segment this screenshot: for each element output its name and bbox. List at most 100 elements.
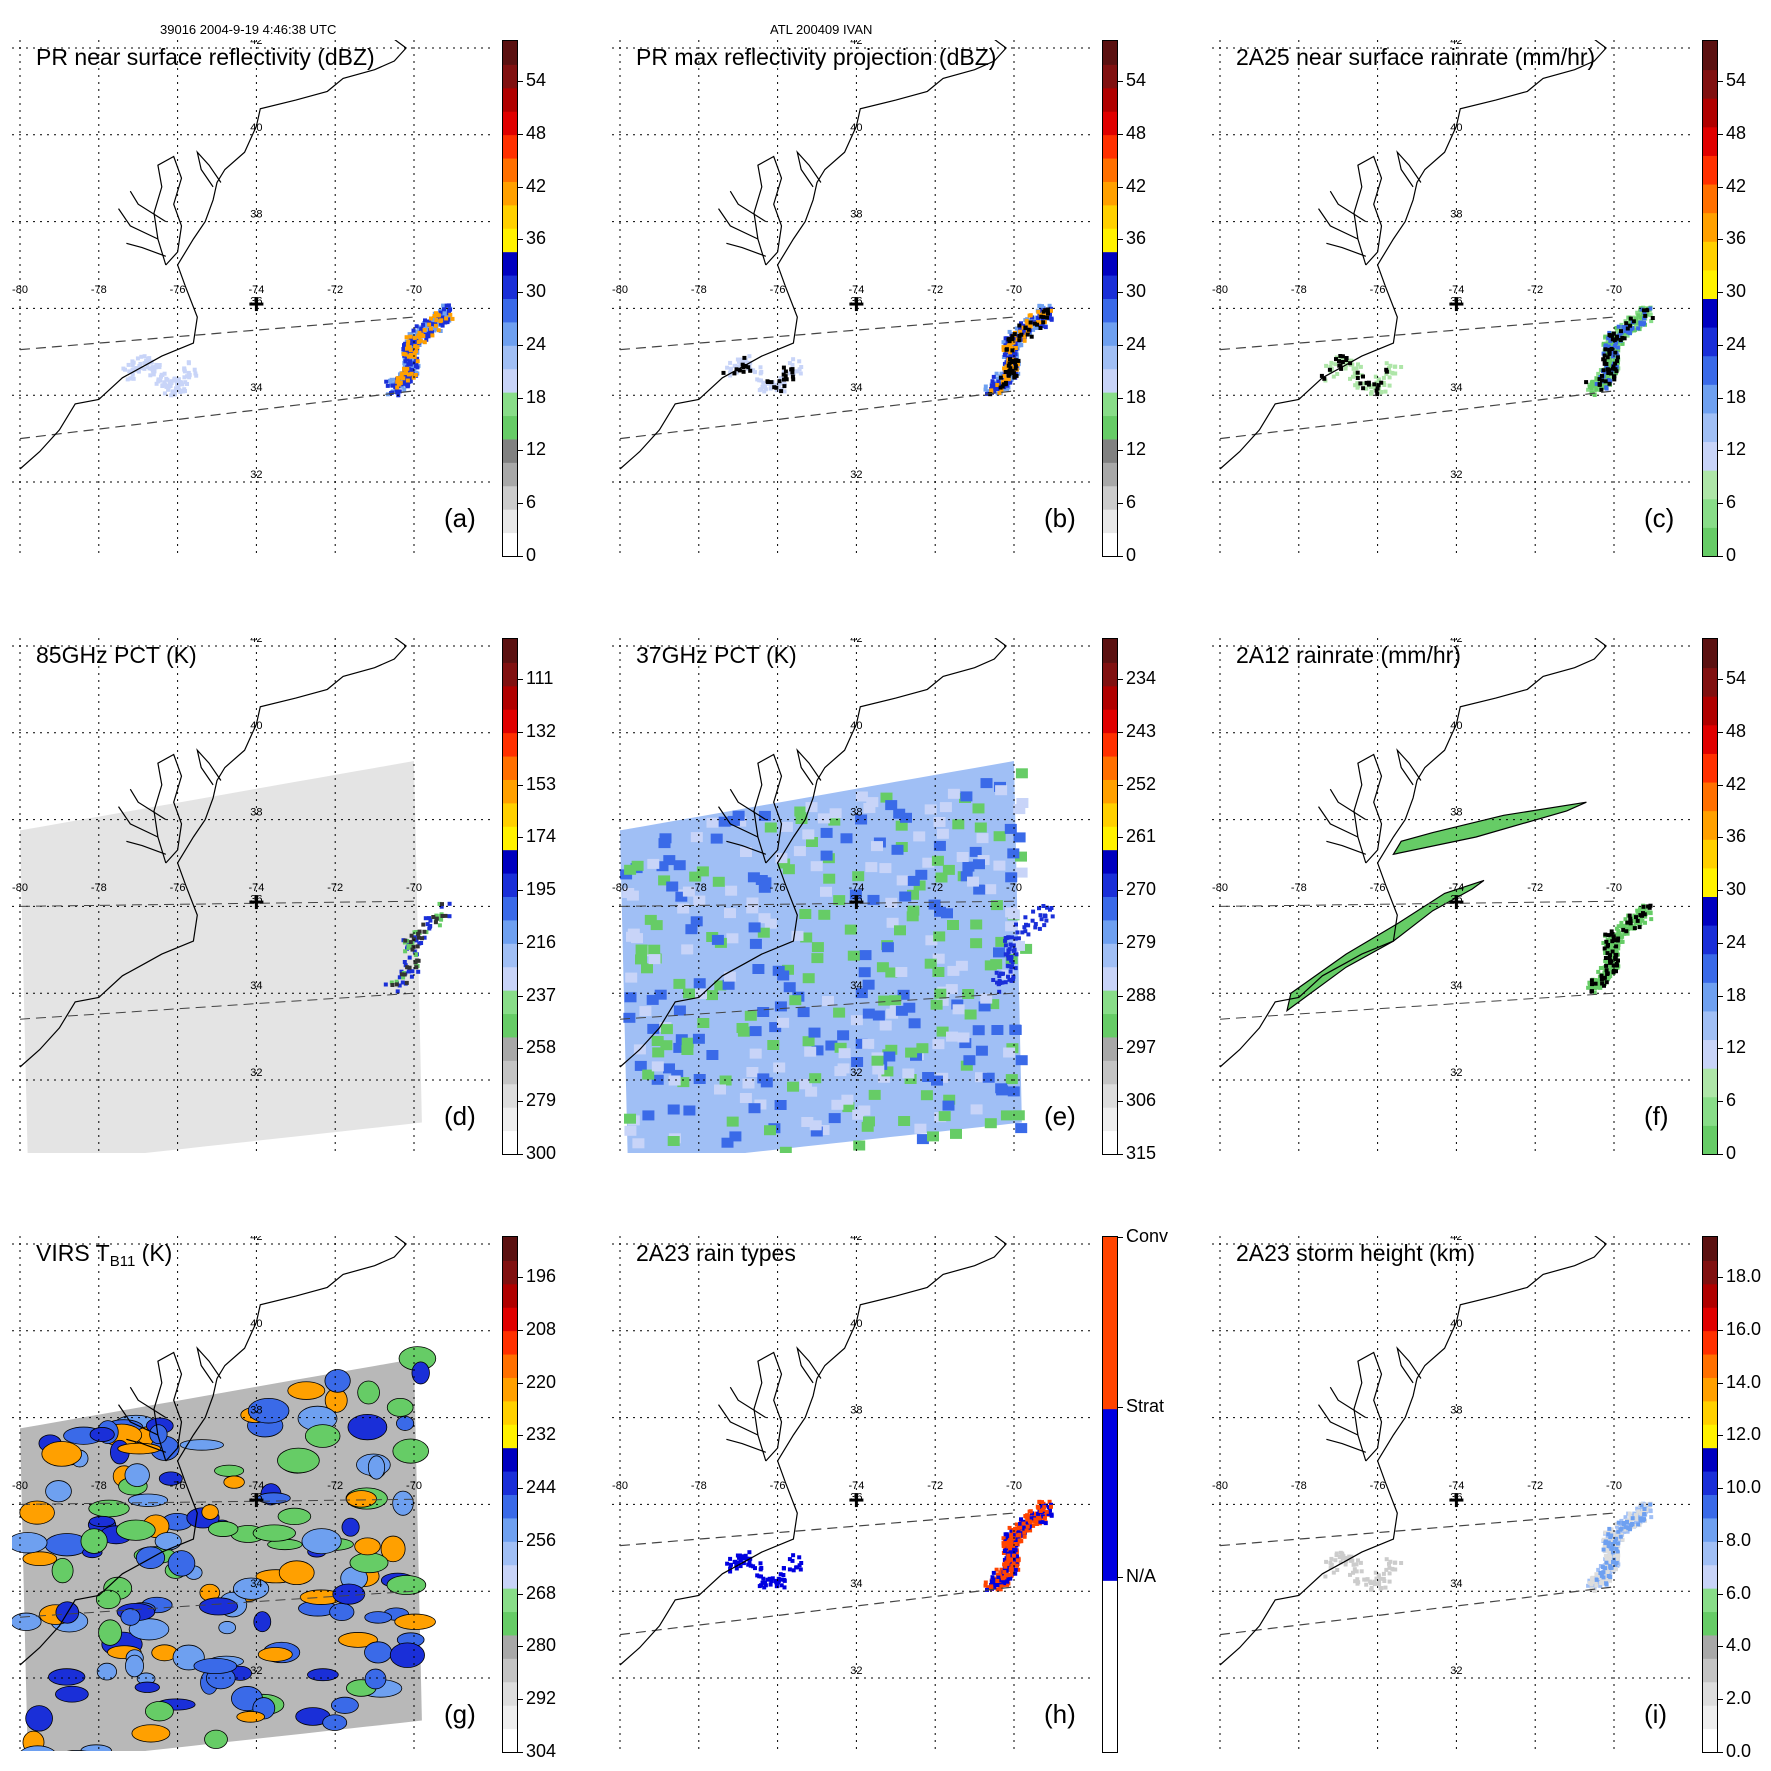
- colorbar-tick-label: 48: [1717, 122, 1747, 143]
- colorbar-segment: [1103, 873, 1117, 897]
- colorbar-segment: [1103, 321, 1117, 346]
- colorbar-tick-label: 16.0: [1717, 1318, 1762, 1339]
- lon-label-1: -78: [91, 1480, 107, 1492]
- orbit-datetime-header: 39016 2004-9-19 4:46:38 UTC: [160, 22, 337, 37]
- colorbar-segment: [503, 966, 517, 991]
- lat-label-1: 40: [850, 1318, 862, 1330]
- colorbar-segment: [1103, 532, 1117, 556]
- colorbar-tick-label: 4.0: [1717, 1635, 1752, 1656]
- colorbar-segment: [1103, 919, 1117, 944]
- colorbar-segment: [1103, 756, 1117, 780]
- panel-letter-h: (h): [1044, 1699, 1076, 1729]
- map-e: -80-78-76-74-72-70424038363432: [612, 638, 1092, 1153]
- colorbar-tick-label: 279: [1117, 931, 1157, 952]
- colorbar-segment: [1703, 1681, 1717, 1706]
- colorbar-segment: [1703, 1728, 1717, 1752]
- colorbar-tick-label: 300: [517, 1143, 557, 1163]
- colorbar-tick-label: 261: [1117, 826, 1157, 847]
- panel-title-d: 85GHz PCT (K): [36, 642, 197, 668]
- colorbar-segment: [1703, 1471, 1717, 1495]
- colorbar-tick-label: 36: [1717, 826, 1747, 847]
- colorbar-segment: [503, 639, 517, 663]
- colorbar-segment: [1103, 732, 1117, 757]
- colorbar-segment: [1703, 241, 1717, 271]
- colorbar-segment: [503, 64, 517, 89]
- colorbar-segment: [1103, 204, 1117, 229]
- colorbar-segment: [1103, 368, 1117, 393]
- colorbar-segment: [1703, 953, 1717, 983]
- colorbar-segment: [1703, 1564, 1717, 1589]
- colorbar-segment: [1703, 639, 1717, 669]
- map-canvas: -80-78-76-74-72-70424038363432: [612, 638, 1092, 1153]
- lat-label-1: 40: [1450, 720, 1462, 732]
- coastline: [619, 40, 1007, 470]
- lon-label-1: -78: [1291, 1480, 1307, 1492]
- lat-label-5: 32: [850, 1067, 862, 1079]
- storm-center-marker: [849, 297, 864, 312]
- colorbar-segment: [1703, 155, 1717, 185]
- lat-label-2: 38: [250, 1405, 262, 1417]
- panel-title-a: PR near surface reflectivity (dBZ): [36, 44, 375, 70]
- colorbar-e: [1102, 638, 1118, 1155]
- colorbar-segment: [503, 802, 517, 827]
- colorbar-segment: [503, 849, 517, 874]
- map-a: -80-78-76-74-72-70424038363432: [12, 40, 492, 555]
- colorbar-tick-label: 24: [1717, 333, 1747, 354]
- colorbar-segment: [1103, 181, 1117, 206]
- colorbar-segment: [1703, 498, 1717, 528]
- colorbar-tick-label: 12.0: [1717, 1424, 1762, 1445]
- lon-label-4: -72: [1527, 284, 1543, 296]
- colorbar-tick-label: 36: [517, 228, 547, 249]
- colorbar-segment: [503, 1588, 517, 1613]
- field-layer: [12, 1346, 437, 1751]
- lon-label-1: -78: [691, 882, 707, 894]
- colorbar-tick-label: 280: [517, 1635, 557, 1656]
- lat-label-2: 38: [850, 209, 862, 221]
- colorbar-segment: [503, 662, 517, 687]
- colorbar-segment: [503, 1036, 517, 1061]
- field-layer: [1319, 305, 1655, 397]
- colorbar-segment: [1703, 1010, 1717, 1041]
- coastline: [19, 638, 407, 1068]
- colorbar-segment: [1703, 126, 1717, 156]
- colorbar-tick-label: 234: [1117, 668, 1157, 688]
- colorbar-tick-label: 42: [1117, 175, 1147, 196]
- colorbar-segment: [503, 392, 517, 417]
- lat-label-2: 38: [250, 209, 262, 221]
- colorbar-tick-label: 288: [1117, 984, 1157, 1005]
- colorbar-segment: [503, 1013, 517, 1038]
- colorbar-segment: [1703, 1096, 1717, 1126]
- lon-label-0: -80: [1212, 882, 1228, 894]
- lat-label-1: 40: [250, 720, 262, 732]
- colorbar-segment: [1103, 251, 1117, 276]
- lon-label-2: -76: [170, 882, 186, 894]
- storm-name-header: ATL 200409 IVAN: [770, 22, 873, 37]
- colorbar-segment: [1103, 111, 1117, 136]
- lat-label-0: 42: [1450, 638, 1462, 645]
- colorbar-tick-label: 36: [1117, 228, 1147, 249]
- lon-label-5: -70: [1006, 882, 1022, 894]
- storm-center-marker: [249, 297, 264, 312]
- lat-label-0: 42: [250, 638, 262, 645]
- lat-label-2: 38: [1450, 1405, 1462, 1417]
- colorbar-segment: [1703, 1658, 1717, 1683]
- colorbar-tick-label: 54: [517, 70, 547, 90]
- colorbar-segment: [503, 1237, 517, 1261]
- lon-label-5: -70: [1606, 1480, 1622, 1492]
- graticule: [612, 638, 1092, 1153]
- colorbar-segment: [1103, 462, 1117, 487]
- colorbar-segment: [1703, 1634, 1717, 1659]
- title-main: VIRS T: [36, 1240, 110, 1266]
- lat-label-4: 34: [250, 382, 262, 394]
- map-c: -80-78-76-74-72-70424038363432: [1212, 40, 1692, 555]
- colorbar-tick-label: 132: [517, 720, 557, 741]
- panel-b: -80 -78 -76 -74 -72 -70 42 40 38 36 34 32 PR max ref…: [612, 40, 1172, 565]
- lon-label-1: -78: [1291, 284, 1307, 296]
- lat-label-2: 38: [250, 807, 262, 819]
- colorbar-segment: [1703, 1588, 1717, 1613]
- panel-letter-g: (g): [444, 1699, 476, 1729]
- panel-i: -80-78-76-74-72-704240383634322A23 storm…: [1212, 1236, 1771, 1761]
- colorbar-segment: [1703, 1039, 1717, 1069]
- storm-center-marker: [849, 1493, 864, 1508]
- colorbar-segment: [1703, 1354, 1717, 1378]
